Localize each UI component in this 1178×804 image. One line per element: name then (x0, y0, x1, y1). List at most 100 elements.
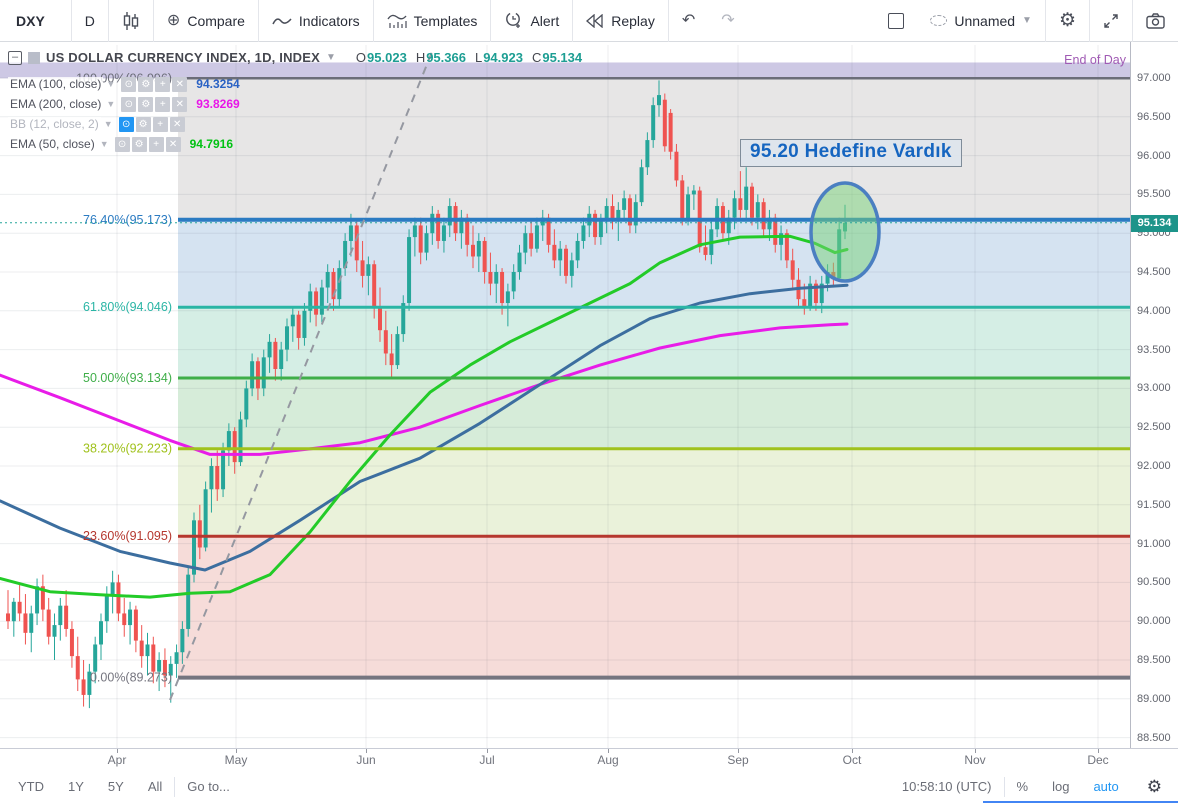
candle-body (23, 613, 28, 633)
flag-icon[interactable] (28, 51, 40, 64)
indicator-close-icon[interactable]: ✕ (165, 136, 181, 152)
candle-body (168, 663, 173, 676)
settings-button[interactable]: ⚙ (1046, 0, 1089, 41)
chart-style-button[interactable] (109, 0, 153, 41)
replay-label: Replay (611, 12, 655, 29)
camera-icon (1146, 12, 1165, 29)
layout-name-label: Unnamed (954, 12, 1016, 29)
candle-body (128, 609, 133, 626)
replay-button[interactable]: Replay (573, 0, 668, 41)
candle-body (250, 361, 255, 389)
fib-label: 50.00%(93.134) (83, 371, 172, 385)
candle-body (226, 431, 231, 451)
price-axis-label: 94.500 (1137, 266, 1171, 278)
toolbar-separator (372, 0, 374, 42)
redo-icon: ↷ (721, 11, 735, 29)
templates-button[interactable]: Templates (374, 0, 491, 41)
alert-button[interactable]: Alert (491, 0, 572, 41)
candle-body (657, 95, 661, 106)
log-scale-button[interactable]: log (1052, 779, 1070, 794)
price-axis-label: 89.500 (1137, 654, 1171, 666)
indicator-row[interactable]: EMA (200, close) ▼ ⊙ ⚙ + ✕ 93.8269 (8, 94, 240, 114)
indicator-close-icon[interactable]: ✕ (169, 116, 185, 132)
price-axis-label: 92.500 (1137, 421, 1171, 434)
candle-body (325, 272, 330, 288)
time-axis-label-nov: Nov (964, 753, 986, 767)
ema-line-ema-100[interactable] (0, 283, 849, 572)
toolbar-separator (667, 0, 669, 42)
goto-button[interactable]: Go to... (187, 779, 230, 794)
candle-body (64, 605, 69, 629)
indicator-row[interactable]: EMA (50, close) ▼ ⊙ ⚙ + ✕ 94.7916 (8, 134, 240, 154)
redo-button[interactable]: ↷ (708, 0, 747, 41)
indicator-row[interactable]: EMA (100, close) ▼ ⊙ ⚙ + ✕ 94.3254 (8, 74, 240, 94)
snapshot-button[interactable] (1133, 0, 1178, 41)
indicator-plus-icon[interactable]: + (155, 96, 171, 112)
indicator-plus-icon[interactable]: + (148, 136, 164, 152)
symbol-legend-row[interactable]: – US DOLLAR CURRENCY INDEX, 1D, INDEX ▼ … (8, 50, 582, 65)
indicator-eye-icon[interactable]: ⊙ (118, 116, 134, 132)
candle-body (104, 594, 109, 622)
range-all-button[interactable]: All (147, 779, 163, 794)
ema-line-ema-50[interactable] (0, 234, 849, 599)
time-axis-tick (1098, 749, 1099, 753)
indicator-eye-icon[interactable]: ⊙ (121, 76, 137, 92)
price-axis[interactable]: 97.000 96.500 96.000 95.500 95.000 94.500 94.0… (1130, 42, 1178, 748)
candle-body (331, 272, 336, 300)
time-axis-label-may: May (224, 753, 248, 767)
auto-scale-button[interactable]: auto (1093, 779, 1119, 794)
high-value: H95.366 (415, 50, 466, 65)
chart-annotation-text[interactable]: 95.20 Hedefine Vardık (740, 139, 962, 167)
layout-select-button[interactable] (875, 0, 917, 41)
axis-settings-gear-icon[interactable]: ⚙ (1146, 776, 1162, 796)
time-axis-tick (236, 749, 237, 753)
fib-band (178, 219, 1130, 308)
undo-button[interactable]: ↶ (669, 0, 708, 41)
fullscreen-button[interactable] (1090, 0, 1132, 41)
time-axis[interactable]: Apr May Jun Jul Aug Sep Oct Nov Dec (0, 748, 1178, 769)
indicator-eye-icon[interactable]: ⊙ (121, 96, 137, 112)
percent-scale-button[interactable]: % (1016, 779, 1029, 794)
ema-line-ema-200[interactable] (0, 322, 849, 456)
symbol-button[interactable]: DXY (0, 0, 71, 41)
candle-body (238, 419, 243, 463)
indicator-gear-icon[interactable]: ⚙ (138, 96, 154, 112)
chart-canvas[interactable]: 100.00%(96.996)76.40%(95.173)61.80%(94.0… (0, 42, 1130, 748)
time-axis-label-aug: Aug (597, 753, 619, 767)
indicator-plus-icon[interactable]: + (155, 76, 171, 92)
candle-body (691, 190, 696, 195)
candle-body (732, 198, 737, 218)
collapse-legend-icon[interactable]: – (8, 50, 22, 65)
indicator-close-icon[interactable]: ✕ (172, 76, 188, 92)
compare-button[interactable]: ⊕ Compare (154, 0, 258, 41)
indicator-row[interactable]: BB (12, close, 2) ▼ ⊙ ⚙ + ✕ (8, 114, 240, 134)
indicator-eye-icon[interactable]: ⊙ (114, 136, 130, 152)
candle-body (52, 625, 57, 637)
candle-body (558, 248, 563, 261)
indicator-close-icon[interactable]: ✕ (172, 96, 188, 112)
candle-body (505, 291, 510, 304)
clock-utc[interactable]: 10:58:10 (UTC) (901, 779, 992, 794)
candle-body (157, 660, 162, 672)
highlight-ellipse[interactable] (809, 181, 881, 283)
indicators-button[interactable]: Indicators (259, 0, 373, 41)
trendline-dashed[interactable] (169, 51, 433, 701)
candle-body (703, 247, 708, 255)
candle-body (779, 233, 784, 245)
toolbar-separator (152, 0, 154, 42)
candle-body (517, 252, 522, 272)
indicator-gear-icon[interactable]: ⚙ (131, 136, 147, 152)
interval-button[interactable]: D (72, 0, 108, 41)
indicator-gear-icon[interactable]: ⚙ (135, 116, 151, 132)
interval-label: D (84, 12, 95, 29)
save-layout-button[interactable]: Unnamed ▼ (917, 0, 1045, 41)
range-ytd-button[interactable]: YTD (18, 779, 44, 794)
range-5y-button[interactable]: 5Y (107, 779, 124, 794)
last-price-badge: 95.134 (1131, 214, 1178, 232)
toolbar-separator (572, 0, 574, 42)
indicator-plus-icon[interactable]: + (152, 116, 168, 132)
indicator-gear-icon[interactable]: ⚙ (138, 76, 154, 92)
range-1y-button[interactable]: 1Y (68, 779, 84, 794)
candle-body (459, 217, 464, 234)
